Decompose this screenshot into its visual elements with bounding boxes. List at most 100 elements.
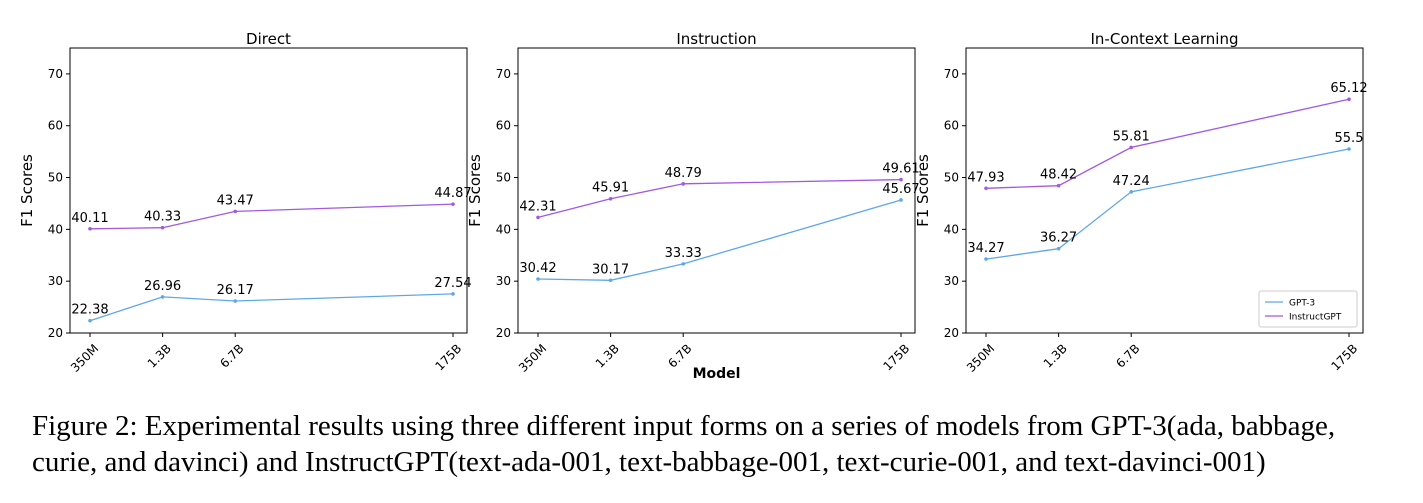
data-point [160,225,165,230]
data-point [1056,246,1061,251]
y-tick-label: 40 [944,222,959,236]
data-point [233,299,237,303]
data-label: 40.33 [144,210,181,225]
y-axis-label: F1 Scores [914,154,932,227]
x-tick-label: 350M [68,341,101,374]
x-tick-label: 1.3B [593,341,622,370]
x-tick-label: 6.7B [217,341,246,370]
y-tick-label: 60 [496,119,511,133]
data-point [451,292,455,296]
legend: GPT-3 InstructGPT [1258,290,1358,328]
chart-title: Instruction [676,30,756,48]
x-tick-label: 1.3B [1041,341,1070,370]
x-tick-label: 350M [964,341,997,374]
data-label: 49.61 [882,162,919,177]
data-label: 43.47 [217,193,254,208]
legend-entry: InstructGPT [1289,313,1342,323]
data-point [681,262,685,266]
data-label: 55.5 [1335,131,1364,146]
y-axis-label: F1 Scores [18,154,36,227]
data-label: 48.79 [665,166,702,181]
series-line-1 [89,203,454,230]
data-label: 30.42 [519,261,556,276]
y-tick-label: 40 [48,222,63,236]
x-tick-label: 175B [880,341,912,373]
x-tick-label: 175B [432,341,464,373]
plot-frame [69,47,468,334]
figure-charts: Direct 20 30 40 50 60 70 F1 Scores 350M 1.3B 6.7B 1… [18,30,1368,382]
chart-title: In-Context Learning [1091,30,1239,48]
data-point [160,295,165,299]
chart-panel-2: Instruction 20 30 40 50 60 70 F1 Scores 350M 1.3B… [466,30,920,382]
data-label: 26.17 [217,283,254,298]
data-label: 47.24 [1113,174,1150,189]
data-label: 40.11 [71,211,108,226]
data-label: 65.12 [1330,81,1367,96]
data-label: 45.91 [592,181,629,196]
data-point [608,278,613,283]
chart-panel-3: In-Context Learning 20 30 40 50 60 70 F1 Scores… [914,30,1368,375]
x-tick-label: 6.7B [665,341,694,370]
data-point [899,177,903,182]
data-label: 34.27 [967,241,1004,256]
data-label: 42.31 [519,199,556,214]
y-tick-label: 20 [496,326,511,340]
data-label: 45.67 [882,182,919,197]
data-label: 55.81 [1113,129,1150,144]
data-label: 22.38 [71,303,108,318]
data-point [984,257,988,261]
series-line-1 [985,98,1350,189]
x-tick-label: 1.3B [145,341,174,370]
y-tick-label: 50 [496,171,511,185]
figure-caption: Figure 2: Experimental results using thr… [32,410,1336,478]
y-tick-label: 70 [48,67,63,81]
data-point [608,196,613,201]
x-tick-label: 350M [516,341,549,374]
data-label: 27.54 [434,276,471,291]
y-tick-label: 40 [496,222,511,236]
data-label: 44.87 [434,186,471,201]
data-label: 47.93 [967,170,1004,185]
x-tick-label: 175B [1328,341,1360,373]
data-point [984,186,988,191]
data-point [1347,147,1351,151]
data-point [88,318,92,323]
chart-title: Direct [246,30,291,48]
y-tick-label: 30 [944,274,959,288]
legend-box [1258,290,1358,328]
chart-panel-1: Direct 20 30 40 50 60 70 F1 Scores 350M 1.3B 6.7B 1… [18,30,472,375]
legend-entry: GPT-3 [1289,299,1315,309]
series-line-0 [985,148,1350,260]
data-point [1056,183,1061,188]
data-point [1347,97,1351,101]
x-axis-label: Model [693,366,741,382]
series-line-0 [89,293,454,322]
data-point [681,182,685,186]
series-line-1 [537,178,902,219]
data-point [1129,145,1133,150]
y-tick-label: 70 [944,67,959,81]
data-label: 36.27 [1040,231,1077,246]
y-tick-label: 20 [48,326,63,340]
y-tick-label: 60 [944,119,959,133]
y-tick-label: 60 [48,119,63,133]
plot-frame [517,47,916,334]
data-point [233,209,237,214]
data-point [88,226,92,231]
y-axis-label: F1 Scores [466,154,484,227]
y-tick-label: 50 [944,171,959,185]
x-tick-label: 6.7B [1113,341,1142,370]
data-label: 48.42 [1040,168,1077,183]
data-label: 30.17 [592,262,629,277]
series-line-0 [537,199,902,281]
y-tick-label: 20 [944,326,959,340]
data-point [536,215,540,220]
y-tick-label: 30 [48,274,63,288]
data-point [536,277,540,281]
data-label: 26.96 [144,279,181,294]
data-point [899,198,903,202]
y-tick-label: 50 [48,171,63,185]
data-point [1129,190,1133,194]
y-tick-label: 30 [496,274,511,288]
data-point [451,202,455,206]
